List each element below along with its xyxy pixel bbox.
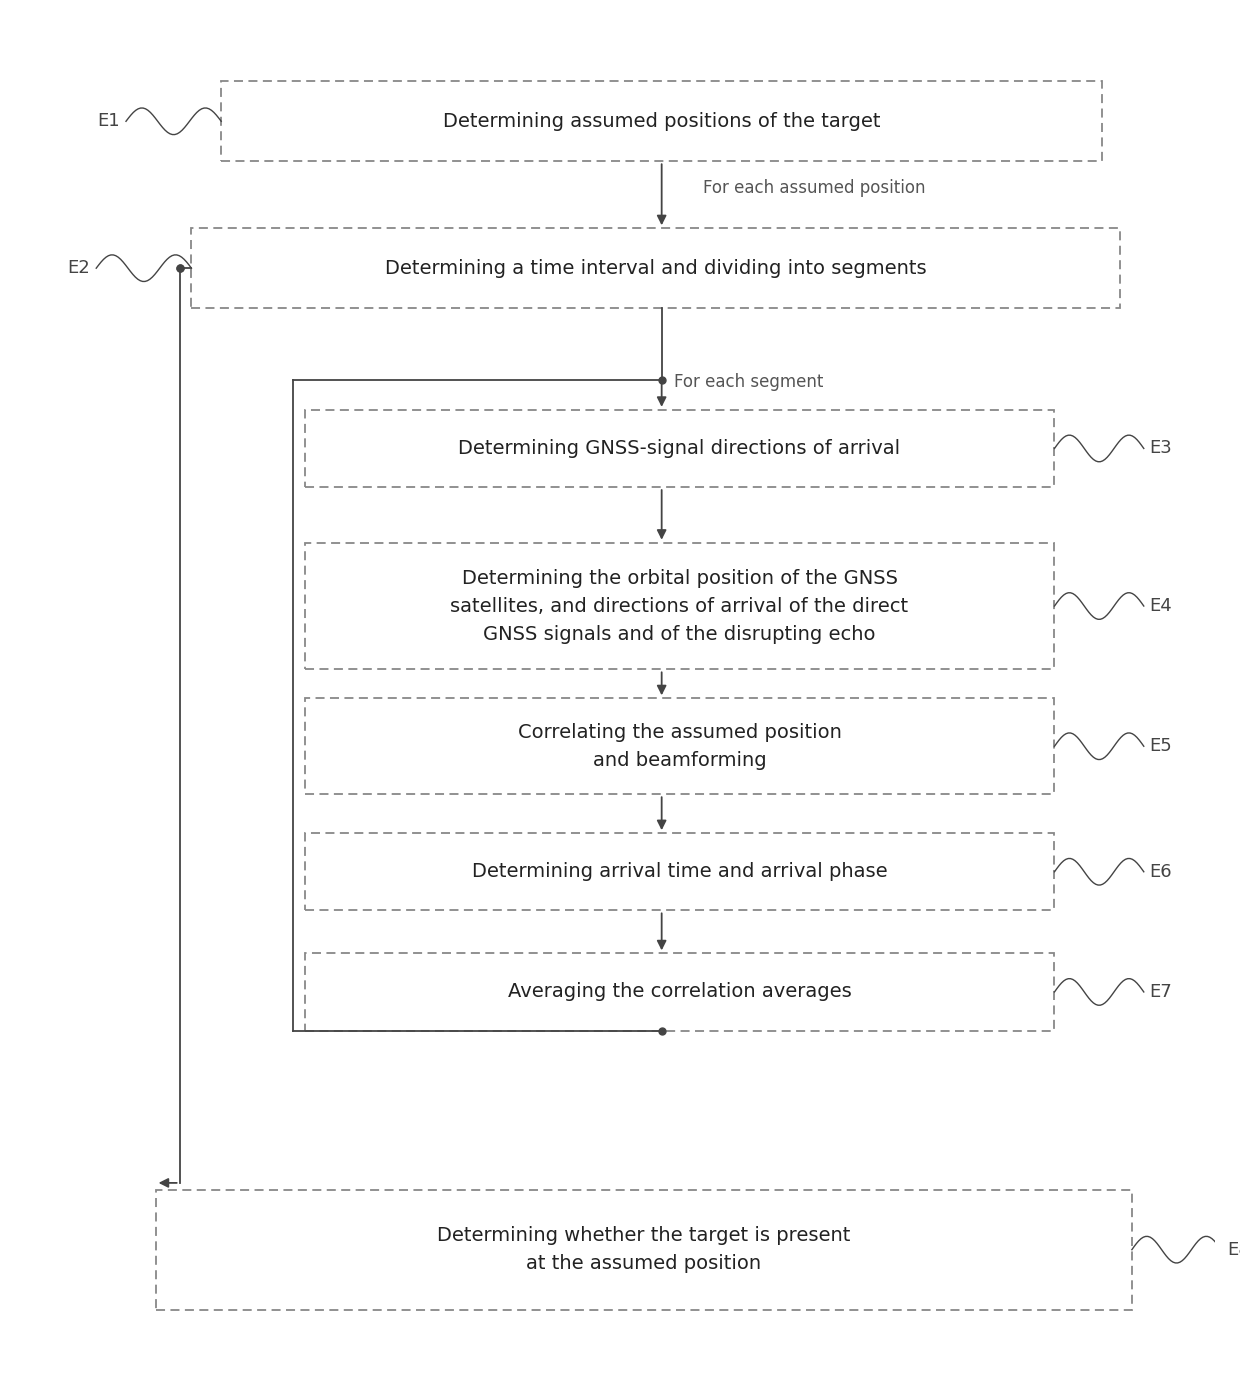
Text: Determining a time interval and dividing into segments: Determining a time interval and dividing… xyxy=(384,259,926,278)
FancyBboxPatch shape xyxy=(305,542,1054,669)
FancyBboxPatch shape xyxy=(191,228,1120,309)
FancyBboxPatch shape xyxy=(221,81,1102,161)
Text: E6: E6 xyxy=(1149,862,1172,881)
Text: E7: E7 xyxy=(1149,983,1173,1002)
Text: Averaging the correlation averages: Averaging the correlation averages xyxy=(507,982,852,1002)
FancyBboxPatch shape xyxy=(305,953,1054,1031)
FancyBboxPatch shape xyxy=(305,833,1054,911)
Text: E1: E1 xyxy=(98,113,120,131)
FancyBboxPatch shape xyxy=(305,698,1054,794)
Text: Correlating the assumed position
and beamforming: Correlating the assumed position and bea… xyxy=(517,723,842,769)
FancyBboxPatch shape xyxy=(156,1189,1132,1310)
Text: Determining arrival time and arrival phase: Determining arrival time and arrival pha… xyxy=(471,862,888,882)
Text: E5: E5 xyxy=(1149,737,1173,755)
Text: E4: E4 xyxy=(1149,597,1173,615)
Text: Determining the orbital position of the GNSS
satellites, and directions of arriv: Determining the orbital position of the … xyxy=(450,569,909,644)
Text: Determining assumed positions of the target: Determining assumed positions of the tar… xyxy=(443,111,880,131)
Text: Determining GNSS-signal directions of arrival: Determining GNSS-signal directions of ar… xyxy=(459,440,900,458)
Text: E3: E3 xyxy=(1149,440,1173,458)
Text: For each segment: For each segment xyxy=(673,373,823,391)
FancyBboxPatch shape xyxy=(305,410,1054,487)
Text: E2: E2 xyxy=(67,259,91,277)
Text: For each assumed position: For each assumed position xyxy=(703,179,926,198)
Text: E8: E8 xyxy=(1228,1241,1240,1259)
Text: Determining whether the target is present
at the assumed position: Determining whether the target is presen… xyxy=(438,1227,851,1273)
